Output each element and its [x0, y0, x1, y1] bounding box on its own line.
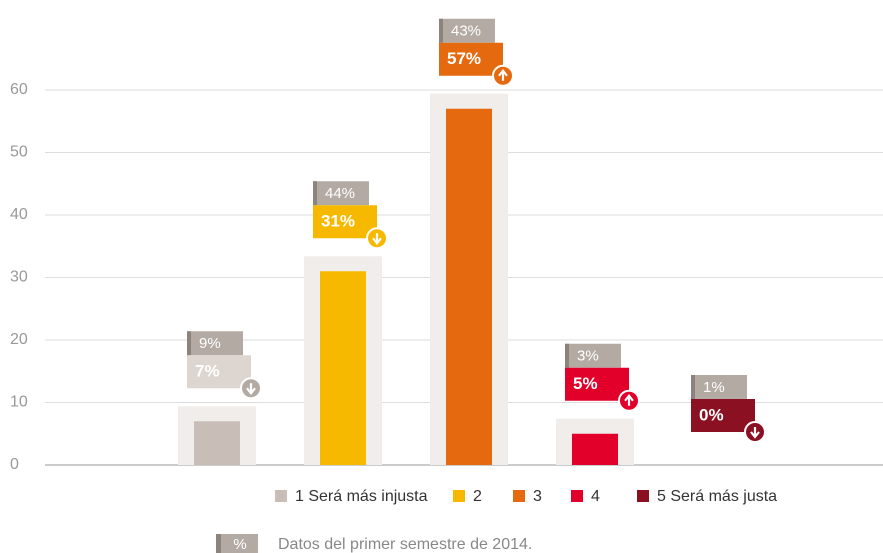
y-tick-label: 0: [10, 456, 19, 473]
value-label: 57%: [447, 49, 481, 68]
value-label-box: [691, 399, 755, 432]
y-tick-label: 20: [10, 331, 28, 348]
previous-label: 43%: [451, 23, 481, 40]
value-label: 0%: [699, 405, 724, 424]
value-label: 7%: [195, 362, 220, 381]
trend-arrow: [624, 393, 634, 406]
legend-label: 1 Será más injusta: [295, 488, 428, 505]
previous-label: 9%: [199, 335, 221, 352]
previous-label-stripe: [187, 331, 191, 356]
previous-label-stripe: [313, 181, 317, 206]
footnote-marker: %: [233, 536, 246, 553]
previous-label: 44%: [325, 185, 355, 202]
y-tick-label: 10: [10, 394, 28, 411]
value-label-box: [565, 367, 629, 401]
bar: [446, 108, 492, 465]
previous-label: 3%: [577, 348, 599, 365]
legend-swatch: [637, 490, 649, 502]
previous-label-box: [565, 343, 621, 368]
previous-label-box: [439, 18, 495, 43]
bar: [194, 421, 240, 465]
y-tick-label: 40: [10, 206, 28, 223]
bar: [320, 271, 366, 465]
legend-label: 2: [473, 488, 482, 505]
trend-arrow: [246, 383, 256, 396]
legend-swatch: [513, 490, 525, 502]
previous-label: 1%: [703, 379, 725, 396]
y-tick-label: 30: [10, 269, 28, 286]
legend-label: 5 Será más justa: [657, 488, 777, 505]
legend-swatch: [453, 490, 465, 502]
previous-label-stripe: [565, 343, 569, 368]
previous-label-stripe: [439, 18, 443, 43]
previous-label-box: [313, 181, 369, 206]
legend-swatch: [571, 490, 583, 502]
trend-arrow: [372, 233, 382, 246]
previous-label-box: [187, 331, 243, 356]
value-label-box: [187, 355, 251, 389]
bar: [572, 433, 618, 465]
legend-label: 3: [533, 488, 542, 505]
y-tick-label: 60: [10, 81, 28, 98]
footnote-marker-stripe: [216, 534, 221, 553]
value-label: 31%: [321, 212, 355, 231]
trend-arrow: [750, 427, 760, 439]
footnote: Datos del primer semestre de 2014.: [278, 536, 532, 553]
legend-swatch: [275, 490, 287, 502]
previous-label-stripe: [691, 375, 695, 399]
value-label-box: [439, 42, 503, 76]
value-label: 5%: [573, 374, 598, 393]
legend-label: 4: [591, 488, 600, 505]
footnote-marker-box: [216, 534, 258, 553]
y-tick-label: 50: [10, 144, 28, 161]
previous-label-box: [691, 375, 747, 399]
value-label-box: [313, 205, 377, 239]
trend-arrow: [498, 68, 508, 81]
